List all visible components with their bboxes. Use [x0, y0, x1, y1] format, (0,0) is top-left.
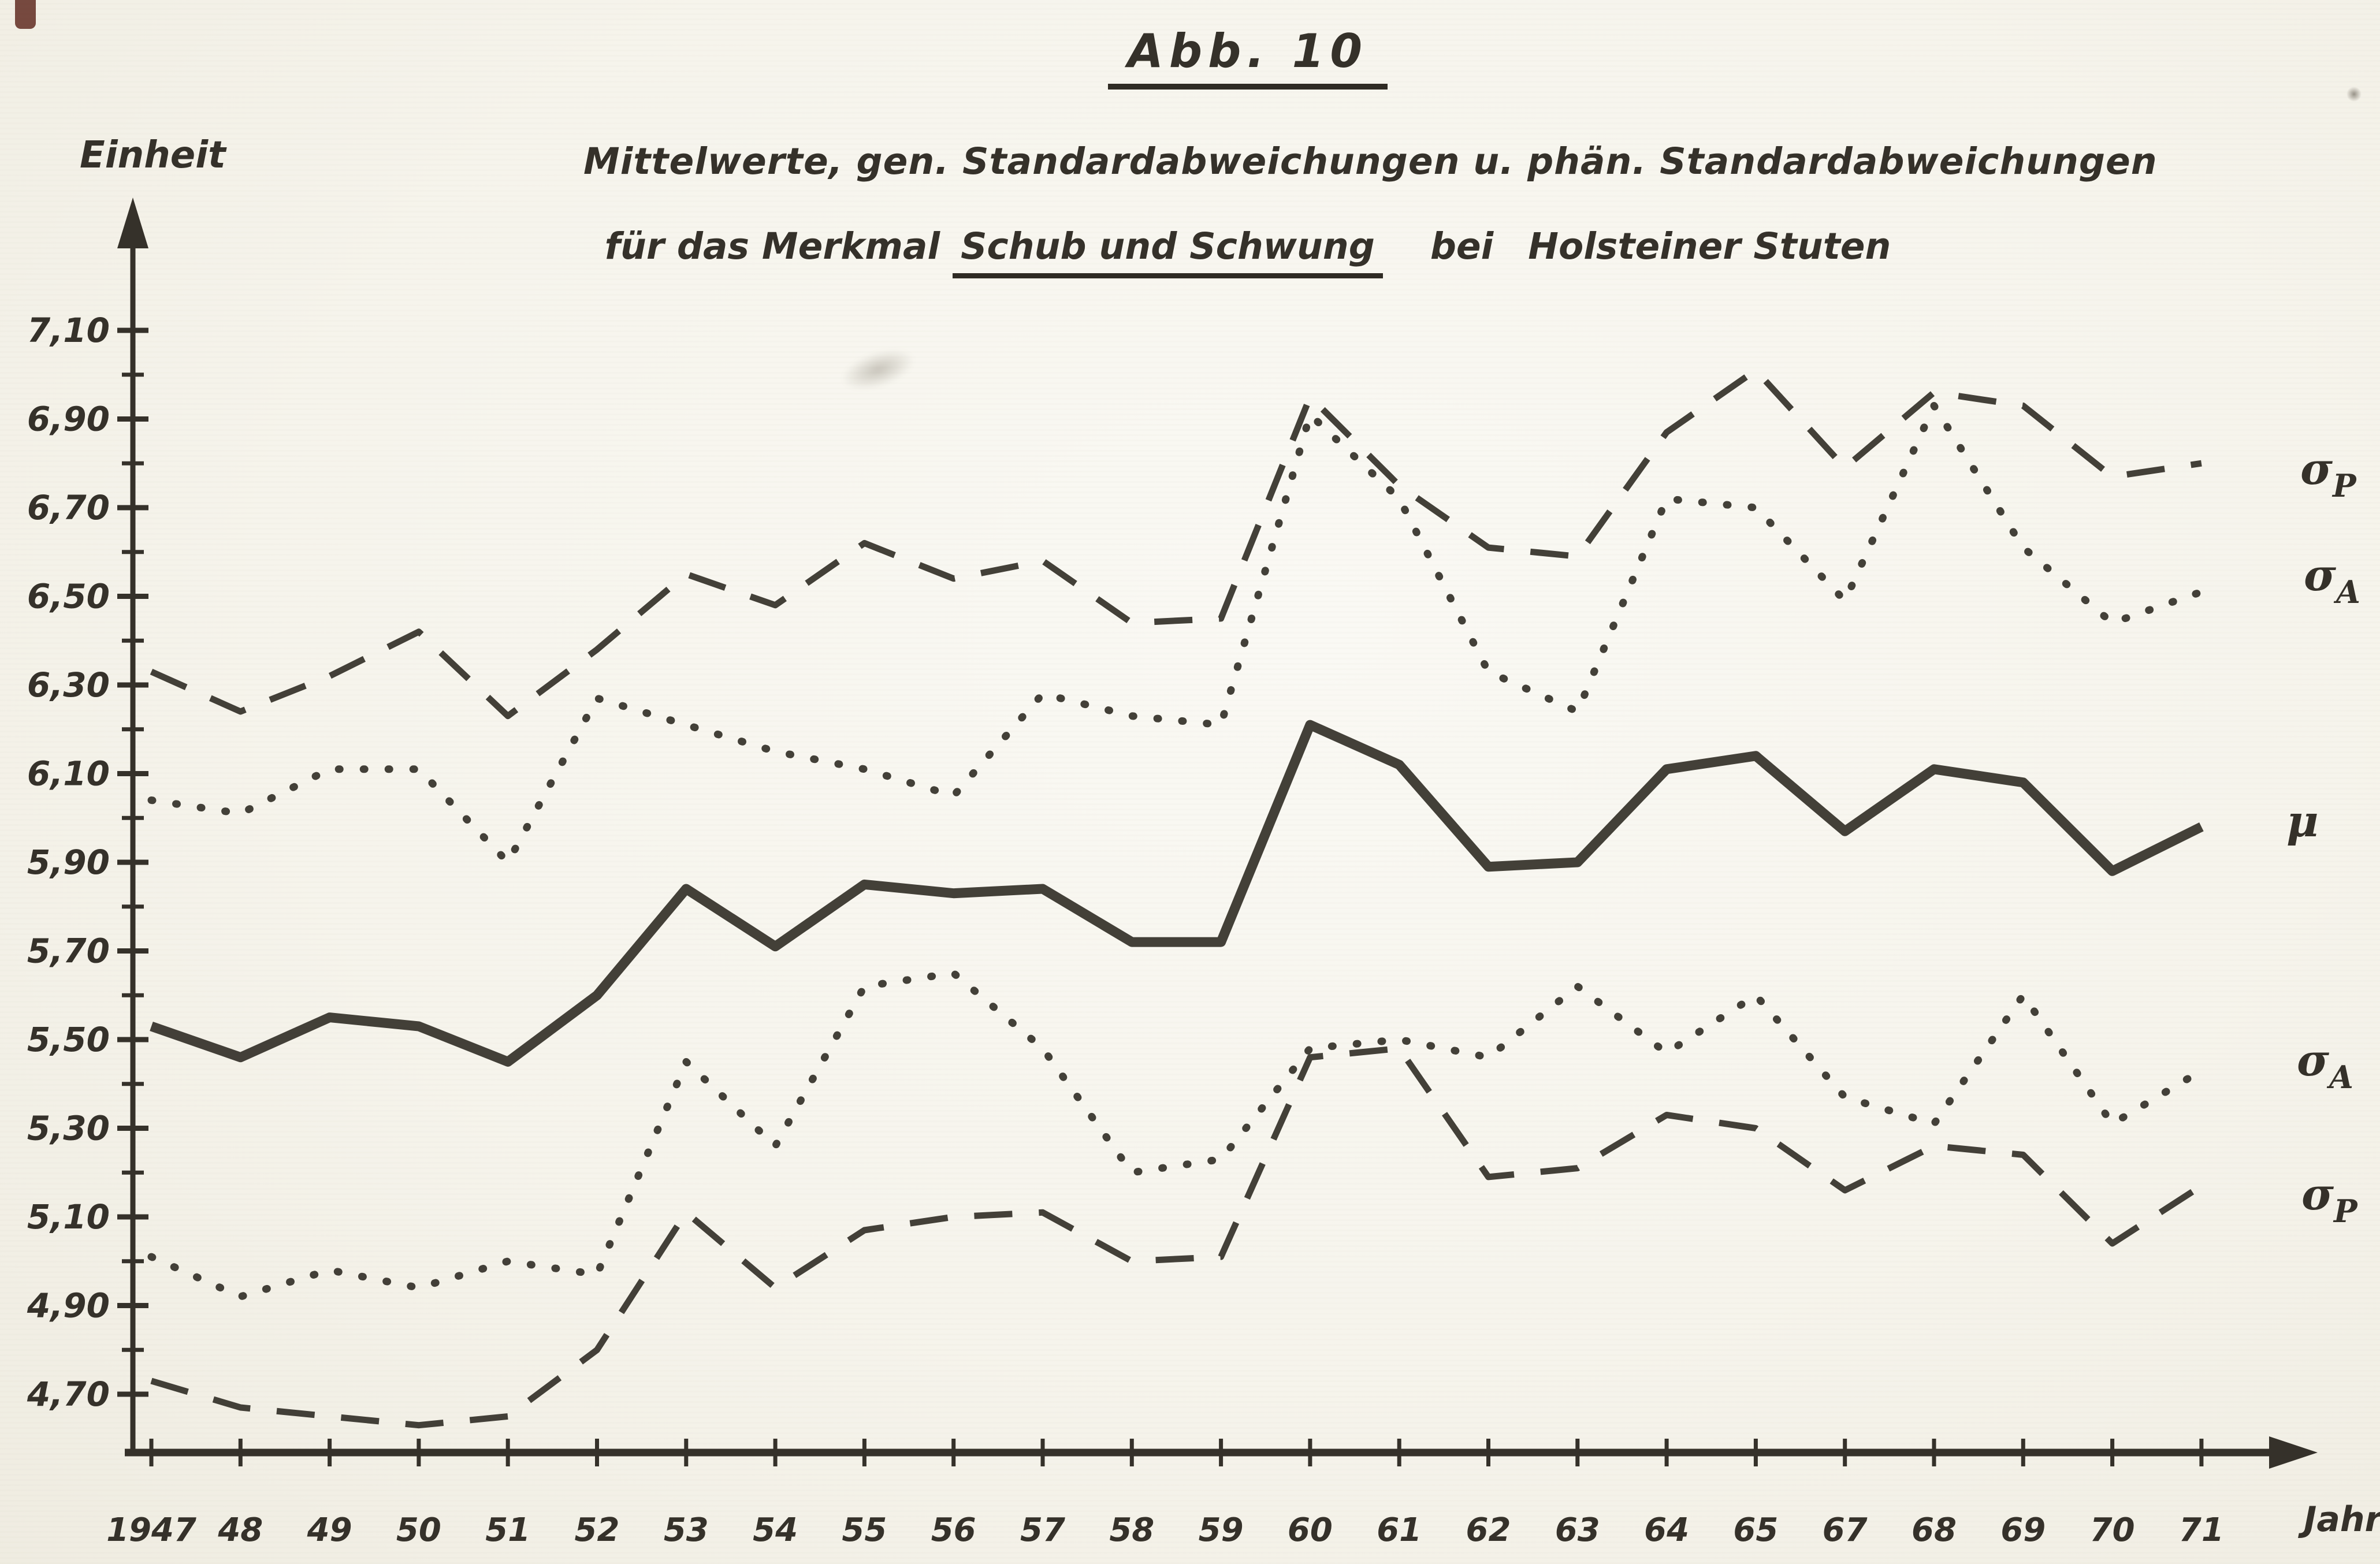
- x-tick-label-59: 59: [1199, 1511, 1244, 1549]
- series-line-sigma-A-unten-gen-standardabweichung: [147, 969, 2206, 1301]
- x-tick-label-64: 64: [1644, 1511, 1689, 1549]
- x-tick-label-67: 67: [1823, 1511, 1868, 1549]
- x-tick-label-69: 69: [2000, 1511, 2046, 1549]
- y-tick-label-6.30: 6,30: [27, 665, 110, 705]
- y-tick-label-4.90: 4,90: [27, 1286, 110, 1325]
- y-axis-title: Einheit: [80, 134, 226, 177]
- y-tick-label-6.70: 6,70: [27, 488, 110, 527]
- y-axis-arrowhead: [117, 198, 148, 248]
- x-tick-label-51: 51: [485, 1511, 530, 1549]
- x-tick-label-61: 61: [1377, 1511, 1422, 1549]
- x-tick-label-1947: 1947: [106, 1511, 196, 1549]
- x-tick-label-55: 55: [842, 1511, 887, 1549]
- series-line-mu-mittelwerte: [150, 720, 2204, 1067]
- series-label-sigma-A-oben-gen-standardabweichung: σA: [2304, 549, 2360, 610]
- x-tick-label-65: 65: [1733, 1511, 1778, 1549]
- x-tick-label-58: 58: [1109, 1511, 1154, 1549]
- title-line2-merkmal-underlined: Schub und Schwung: [953, 225, 1383, 278]
- x-tick-label-68: 68: [1912, 1511, 1957, 1549]
- x-tick-label-50: 50: [396, 1511, 441, 1549]
- x-tick-label-54: 54: [753, 1511, 798, 1549]
- title-line2-breed: Holsteiner Stuten: [1528, 225, 1891, 267]
- x-tick-label-56: 56: [931, 1511, 976, 1549]
- title-block: Abb. 10 Mittelwerte, gen. Standardabweic…: [583, 24, 2158, 278]
- title-line2-bei: bei: [1430, 225, 1494, 267]
- y-tick-label-4.70: 4,70: [27, 1375, 110, 1414]
- y-tick-label-5.30: 5,30: [27, 1109, 110, 1148]
- title-line2-prefix: für das Merkmal: [604, 225, 940, 267]
- x-tick-label-53: 53: [664, 1511, 709, 1549]
- y-tick-label-6.10: 6,10: [27, 754, 110, 794]
- y-tick-label-7.10: 7,10: [27, 311, 110, 350]
- x-tick-label-52: 52: [575, 1511, 620, 1549]
- x-tick-label-60: 60: [1288, 1511, 1333, 1549]
- y-tick-label-5.10: 5,10: [27, 1197, 110, 1237]
- x-tick-label-71: 71: [2179, 1511, 2224, 1549]
- series-label-sigma-P-unten-phaen-standardabweichung: σP: [2301, 1168, 2358, 1230]
- x-tick-label-49: 49: [307, 1511, 352, 1549]
- y-tick-label-5.70: 5,70: [27, 932, 110, 971]
- figure-title-line2: für das Merkmal Schub und Schwung bei Holst…: [583, 225, 1912, 278]
- y-tick-label-5.50: 5,50: [27, 1020, 110, 1059]
- x-tick-label-62: 62: [1466, 1511, 1511, 1549]
- x-tick-label-70: 70: [2090, 1511, 2135, 1549]
- x-tick-label-57: 57: [1020, 1511, 1065, 1549]
- x-tick-label-63: 63: [1555, 1511, 1600, 1549]
- figure-title-line1: Mittelwerte, gen. Standardabweichungen u…: [583, 140, 2158, 183]
- y-tick-label-5.90: 5,90: [27, 843, 110, 882]
- x-tick-label-48: 48: [217, 1511, 263, 1549]
- series-line-sigma-P-oben-phaen-standardabweichung: [150, 367, 2202, 720]
- y-tick-label-6.90: 6,90: [27, 400, 110, 439]
- x-axis-arrowhead: [2269, 1436, 2318, 1469]
- series-label-sigma-A-unten-gen-standardabweichung: σA: [2297, 1034, 2353, 1096]
- y-tick-label-6.50: 6,50: [27, 577, 110, 616]
- figure-number-label: Abb. 10: [1107, 24, 1388, 90]
- series-line-sigma-P-unten-phaen-standardabweichung: [150, 1045, 2203, 1429]
- series-label-sigma-P-oben-phaen-standardabweichung: σP: [2300, 443, 2357, 504]
- x-axis-title: Jahre: [2304, 1499, 2380, 1540]
- series-label-mu-mittelwerte: μ: [2286, 795, 2319, 847]
